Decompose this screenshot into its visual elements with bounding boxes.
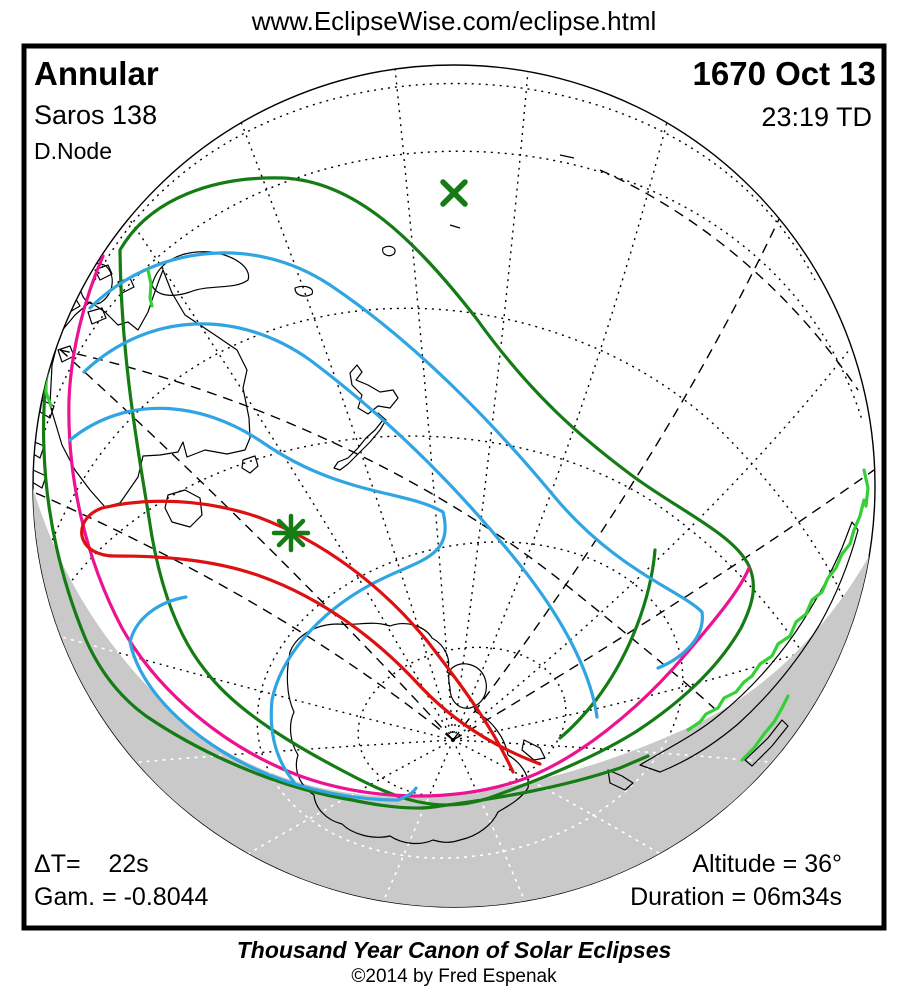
riseset-curve-west-1 (146, 268, 154, 308)
eclipse-time: 23:19 TD (761, 102, 872, 132)
node-label: D.Node (34, 138, 112, 164)
central-path-limits (80, 499, 542, 774)
saros-number: Saros 138 (34, 100, 158, 130)
riseset-curve-east-3 (862, 468, 870, 508)
night-region (33, 478, 869, 907)
penumbra-inner-arc (558, 548, 657, 740)
delta-t-value: ΔT= 22s (34, 850, 149, 878)
copyright: ©2014 by Fred Espenak (351, 966, 557, 987)
eclipse-curves (41, 176, 870, 810)
penumbra-limit-loop (118, 176, 755, 807)
contour-blue-1 (88, 251, 704, 670)
contour-blue-3 (68, 406, 447, 784)
riseset-curve-east (686, 498, 866, 732)
contour-blue-2 (82, 322, 599, 719)
site-url: www.EclipseWise.com/eclipse.html (251, 6, 657, 36)
asterisk-marker (271, 513, 311, 553)
duration-value: Duration = 06m34s (630, 883, 842, 911)
gamma-value: Gam. = -0.8044 (34, 883, 209, 911)
x-marker (440, 179, 468, 207)
canon-title: Thousand Year Canon of Solar Eclipses (236, 937, 672, 963)
eclipse-type: Annular (34, 55, 159, 92)
map-frame (21, 43, 887, 931)
contour-blue-4 (128, 595, 418, 802)
riseset-curve-east-2 (740, 694, 790, 762)
eclipse-date: 1670 Oct 13 (692, 55, 876, 92)
altitude-value: Altitude = 36° (692, 850, 842, 878)
